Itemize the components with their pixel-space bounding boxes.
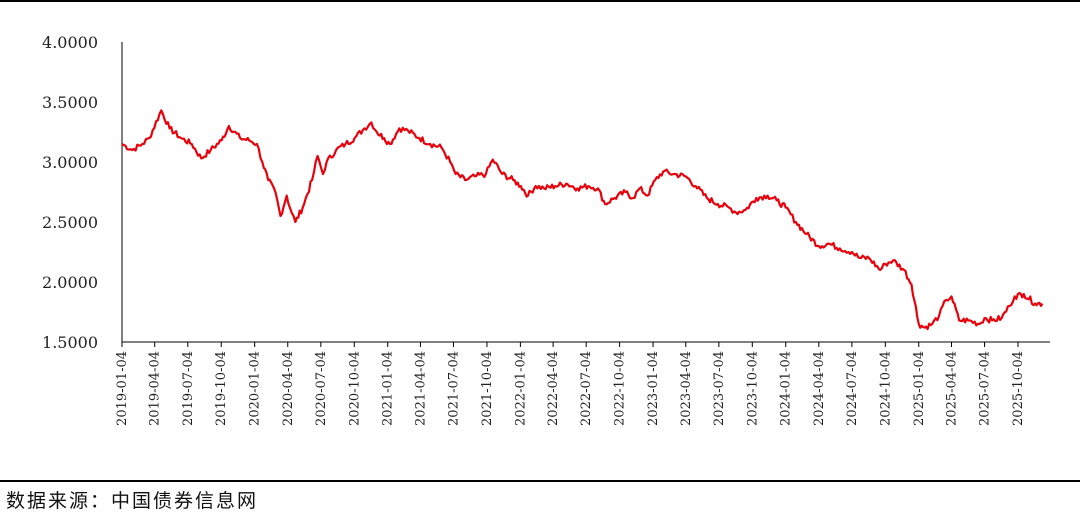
- x-tick-label: 2025-01-04: [912, 351, 927, 426]
- x-tick-label: 2023-10-04: [745, 351, 760, 426]
- y-tick-label: 2.5000: [42, 213, 98, 232]
- top-rule: [0, 0, 1080, 2]
- x-tick-label: 2021-01-04: [381, 351, 396, 426]
- x-tick-label: 2022-10-04: [613, 351, 628, 426]
- x-tick-label: 2021-10-04: [480, 351, 495, 426]
- source-note: 数据来源：中国债券信息网: [6, 490, 259, 512]
- x-tick-label: 2019-07-04: [181, 351, 196, 426]
- x-tick-label: 2019-04-04: [148, 351, 163, 426]
- x-tick-label: 2023-07-04: [712, 351, 727, 426]
- x-tick-label: 2021-04-04: [413, 351, 428, 426]
- y-tick-label: 4.0000: [42, 33, 98, 52]
- series-line: [121, 109, 1044, 331]
- x-tick-label: 2024-07-04: [845, 351, 860, 426]
- x-tick-label: 2024-01-04: [779, 351, 794, 426]
- x-tick-label: 2025-07-04: [978, 351, 993, 426]
- y-tick-label: 3.5000: [42, 93, 98, 112]
- x-tick-label: 2025-04-04: [944, 351, 959, 426]
- x-tick-label: 2020-07-04: [314, 351, 329, 426]
- x-tick-label: 2020-10-04: [347, 351, 362, 426]
- x-tick-label: 2024-04-04: [812, 351, 827, 426]
- x-tick-label: 2019-10-04: [214, 351, 229, 426]
- x-tick-label: 2020-01-04: [248, 351, 263, 426]
- x-tick-label: 2023-04-04: [679, 351, 694, 426]
- x-tick-label: 2022-04-04: [546, 351, 561, 426]
- x-tick-label: 2019-01-04: [115, 351, 130, 426]
- x-tick-label: 2022-01-04: [513, 351, 528, 426]
- x-tick-label: 2024-10-04: [878, 351, 893, 426]
- x-tick-label: 2020-04-04: [281, 351, 296, 426]
- x-tick-label: 2025-10-04: [1011, 351, 1026, 426]
- y-tick-label: 2.0000: [42, 273, 98, 292]
- yield-line-chart: 4.0000 3.5000 3.0000 2.5000 2.0000 1.5000 2019…: [42, 33, 1050, 426]
- x-tick-label: 2023-01-04: [646, 351, 661, 426]
- x-tick-label: 2021-07-04: [447, 351, 462, 426]
- bottom-rule: [0, 480, 1080, 482]
- y-tick-label: 3.0000: [42, 153, 98, 172]
- x-tick-label: 2022-07-04: [579, 351, 594, 426]
- y-tick-label: 1.5000: [42, 333, 98, 352]
